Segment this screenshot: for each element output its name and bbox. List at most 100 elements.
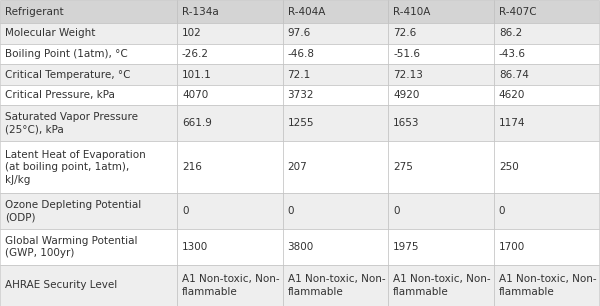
Bar (494, 141, 599, 193)
Bar (494, 0, 599, 23)
Bar (494, 85, 599, 106)
Text: 207: 207 (287, 162, 307, 172)
Text: 86.74: 86.74 (499, 69, 529, 80)
Text: -46.8: -46.8 (287, 49, 314, 59)
Bar (494, 106, 599, 141)
Text: Ozone Depleting Potential
(ODP): Ozone Depleting Potential (ODP) (5, 200, 141, 222)
Bar (494, 265, 599, 306)
Bar (283, 106, 388, 141)
Bar (388, 106, 494, 141)
Text: 4620: 4620 (499, 90, 525, 100)
Bar (388, 64, 494, 85)
Bar (177, 106, 283, 141)
Bar (388, 229, 494, 265)
Text: 0: 0 (499, 206, 505, 216)
Bar (388, 193, 494, 229)
Text: 275: 275 (393, 162, 413, 172)
Text: Boiling Point (1atm), °C: Boiling Point (1atm), °C (5, 49, 128, 59)
Text: 72.13: 72.13 (393, 69, 423, 80)
Text: 0: 0 (182, 206, 188, 216)
Text: 101.1: 101.1 (182, 69, 212, 80)
Text: R-134a: R-134a (182, 6, 219, 17)
Bar (388, 44, 494, 64)
Bar (177, 0, 283, 23)
Bar (283, 0, 388, 23)
Bar (177, 265, 283, 306)
Bar (0, 265, 177, 306)
Text: 1174: 1174 (499, 118, 526, 129)
Text: A1 Non-toxic, Non-
flammable: A1 Non-toxic, Non- flammable (287, 274, 385, 297)
Bar (283, 265, 388, 306)
Text: 0: 0 (287, 206, 294, 216)
Text: A1 Non-toxic, Non-
flammable: A1 Non-toxic, Non- flammable (499, 274, 596, 297)
Bar (177, 85, 283, 106)
Text: 250: 250 (499, 162, 518, 172)
Text: 4920: 4920 (393, 90, 419, 100)
Bar (0, 141, 177, 193)
Text: 86.2: 86.2 (499, 28, 522, 39)
Text: 1653: 1653 (393, 118, 420, 129)
Bar (283, 23, 388, 44)
Bar (283, 229, 388, 265)
Text: Latent Heat of Evaporation
(at boiling point, 1atm),
kJ/kg: Latent Heat of Evaporation (at boiling p… (5, 150, 146, 185)
Bar (177, 64, 283, 85)
Bar (0, 229, 177, 265)
Bar (0, 0, 177, 23)
Text: 3800: 3800 (287, 242, 314, 252)
Bar (0, 85, 177, 106)
Bar (494, 229, 599, 265)
Text: 3732: 3732 (287, 90, 314, 100)
Text: R-407C: R-407C (499, 6, 536, 17)
Text: -51.6: -51.6 (393, 49, 420, 59)
Text: 1700: 1700 (499, 242, 525, 252)
Bar (388, 85, 494, 106)
Bar (0, 44, 177, 64)
Bar (283, 141, 388, 193)
Text: R-404A: R-404A (287, 6, 325, 17)
Text: 1255: 1255 (287, 118, 314, 129)
Text: Molecular Weight: Molecular Weight (5, 28, 95, 39)
Text: 4070: 4070 (182, 90, 208, 100)
Bar (0, 193, 177, 229)
Text: -43.6: -43.6 (499, 49, 526, 59)
Bar (0, 23, 177, 44)
Text: Refrigerant: Refrigerant (5, 6, 64, 17)
Text: 102: 102 (182, 28, 202, 39)
Bar (177, 229, 283, 265)
Text: AHRAE Security Level: AHRAE Security Level (5, 280, 117, 290)
Text: Global Warming Potential
(GWP, 100yr): Global Warming Potential (GWP, 100yr) (5, 236, 137, 258)
Text: -26.2: -26.2 (182, 49, 209, 59)
Bar (283, 85, 388, 106)
Bar (494, 64, 599, 85)
Bar (177, 141, 283, 193)
Bar (388, 141, 494, 193)
Text: 72.6: 72.6 (393, 28, 416, 39)
Bar (177, 23, 283, 44)
Text: 216: 216 (182, 162, 202, 172)
Text: 661.9: 661.9 (182, 118, 212, 129)
Bar (177, 44, 283, 64)
Text: 0: 0 (393, 206, 400, 216)
Text: 1300: 1300 (182, 242, 208, 252)
Bar (388, 23, 494, 44)
Text: A1 Non-toxic, Non-
flammable: A1 Non-toxic, Non- flammable (182, 274, 280, 297)
Bar (177, 193, 283, 229)
Bar (494, 23, 599, 44)
Text: 97.6: 97.6 (287, 28, 311, 39)
Bar (0, 64, 177, 85)
Text: Critical Pressure, kPa: Critical Pressure, kPa (5, 90, 115, 100)
Text: 1975: 1975 (393, 242, 420, 252)
Text: 72.1: 72.1 (287, 69, 311, 80)
Bar (388, 0, 494, 23)
Text: R-410A: R-410A (393, 6, 431, 17)
Bar (283, 64, 388, 85)
Bar (283, 193, 388, 229)
Text: Critical Temperature, °C: Critical Temperature, °C (5, 69, 131, 80)
Bar (0, 106, 177, 141)
Text: Saturated Vapor Pressure
(25°C), kPa: Saturated Vapor Pressure (25°C), kPa (5, 112, 138, 135)
Bar (494, 193, 599, 229)
Bar (283, 44, 388, 64)
Text: A1 Non-toxic, Non-
flammable: A1 Non-toxic, Non- flammable (393, 274, 491, 297)
Bar (388, 265, 494, 306)
Bar (494, 44, 599, 64)
